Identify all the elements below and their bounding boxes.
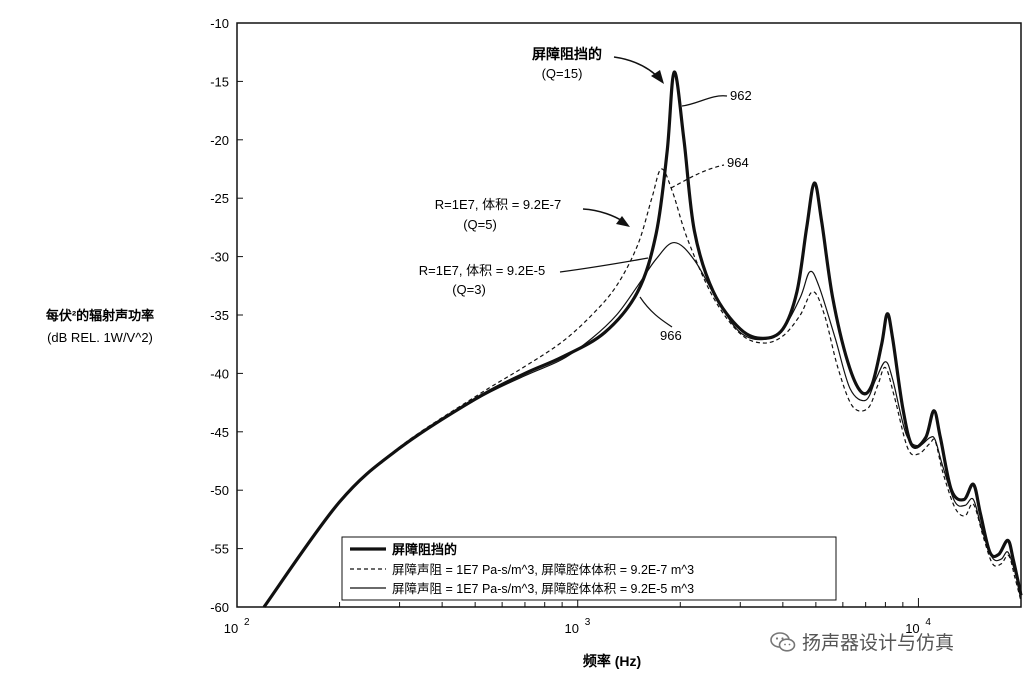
annotation-barrier-line2: (Q=15) — [542, 66, 583, 81]
annotation-964: 964 — [670, 155, 749, 189]
series-line-thick — [262, 70, 1023, 608]
y-tick-label: -20 — [210, 133, 229, 148]
legend-label-thick: 屏障阻挡的 — [392, 542, 457, 557]
y-tick-label: -15 — [210, 74, 229, 89]
x-axis-label: 频率 (Hz) — [583, 653, 641, 669]
x-tick-label: 10 — [224, 621, 238, 636]
x-tick-exponent: 2 — [244, 617, 250, 628]
y-axis-label-line2: (dB REL. 1W/V^2) — [47, 330, 153, 345]
annotation-962-label: 962 — [730, 88, 752, 103]
annotation-barrier: 屏障阻挡的 (Q=15) — [532, 46, 664, 84]
y-tick-label: -30 — [210, 250, 229, 265]
legend-label-dashed: 屏障声阻 = 1E7 Pa-s/m^3, 屏障腔体体积 = 9.2E-7 m^3 — [392, 562, 694, 577]
series-line-dashed — [263, 168, 1022, 608]
y-tick-label: -10 — [210, 16, 229, 31]
y-tick-label: -55 — [210, 542, 229, 557]
annotation-q3-line2: (Q=3) — [452, 282, 486, 297]
annotation-q3-line1: R=1E7, 体积 = 9.2E-5 — [419, 263, 545, 278]
arrow-head — [616, 216, 630, 227]
annotation-966-label: 966 — [660, 328, 682, 343]
annotation-962: 962 — [681, 88, 752, 107]
annotation-966: 966 — [639, 296, 682, 343]
watermark: 扬声器设计与仿真 — [770, 628, 954, 655]
annotation-964-label: 964 — [727, 155, 749, 170]
y-tick-label: -50 — [210, 483, 229, 498]
legend-label-thin: 屏障声阻 = 1E7 Pa-s/m^3, 屏障腔体体积 = 9.2E-5 m^3 — [392, 581, 694, 596]
x-tick-exponent: 3 — [585, 617, 591, 628]
watermark-text: 扬声器设计与仿真 — [802, 632, 955, 654]
wechat-icon — [770, 631, 796, 652]
y-tick-label: -60 — [210, 600, 229, 615]
y-axis-label-line1: 每伏²的辐射声功率 — [46, 308, 154, 323]
annotation-q5-line1: R=1E7, 体积 = 9.2E-7 — [435, 197, 561, 212]
arrow-head — [651, 70, 664, 84]
annotation-q3: R=1E7, 体积 = 9.2E-5 (Q=3) — [419, 257, 649, 297]
x-tick-exponent: 4 — [925, 617, 931, 628]
legend-box — [341, 536, 837, 601]
y-tick-label: -25 — [210, 191, 229, 206]
annotation-barrier-line1: 屏障阻挡的 — [532, 46, 602, 62]
annotation-q5-line2: (Q=5) — [463, 217, 497, 232]
x-tick-label: 10 — [905, 621, 919, 636]
y-tick-label: -35 — [210, 308, 229, 323]
plot-area — [236, 22, 1022, 608]
y-tick-label: -45 — [210, 425, 229, 440]
y-tick-label: -40 — [210, 366, 229, 381]
annotation-q5: R=1E7, 体积 = 9.2E-7 (Q=5) — [435, 197, 630, 232]
x-tick-label: 10 — [564, 621, 578, 636]
series-line-thin — [263, 241, 1022, 608]
legend: 屏障阻挡的 屏障声阻 = 1E7 Pa-s/m^3, 屏障腔体体积 = 9.2E… — [341, 536, 837, 601]
